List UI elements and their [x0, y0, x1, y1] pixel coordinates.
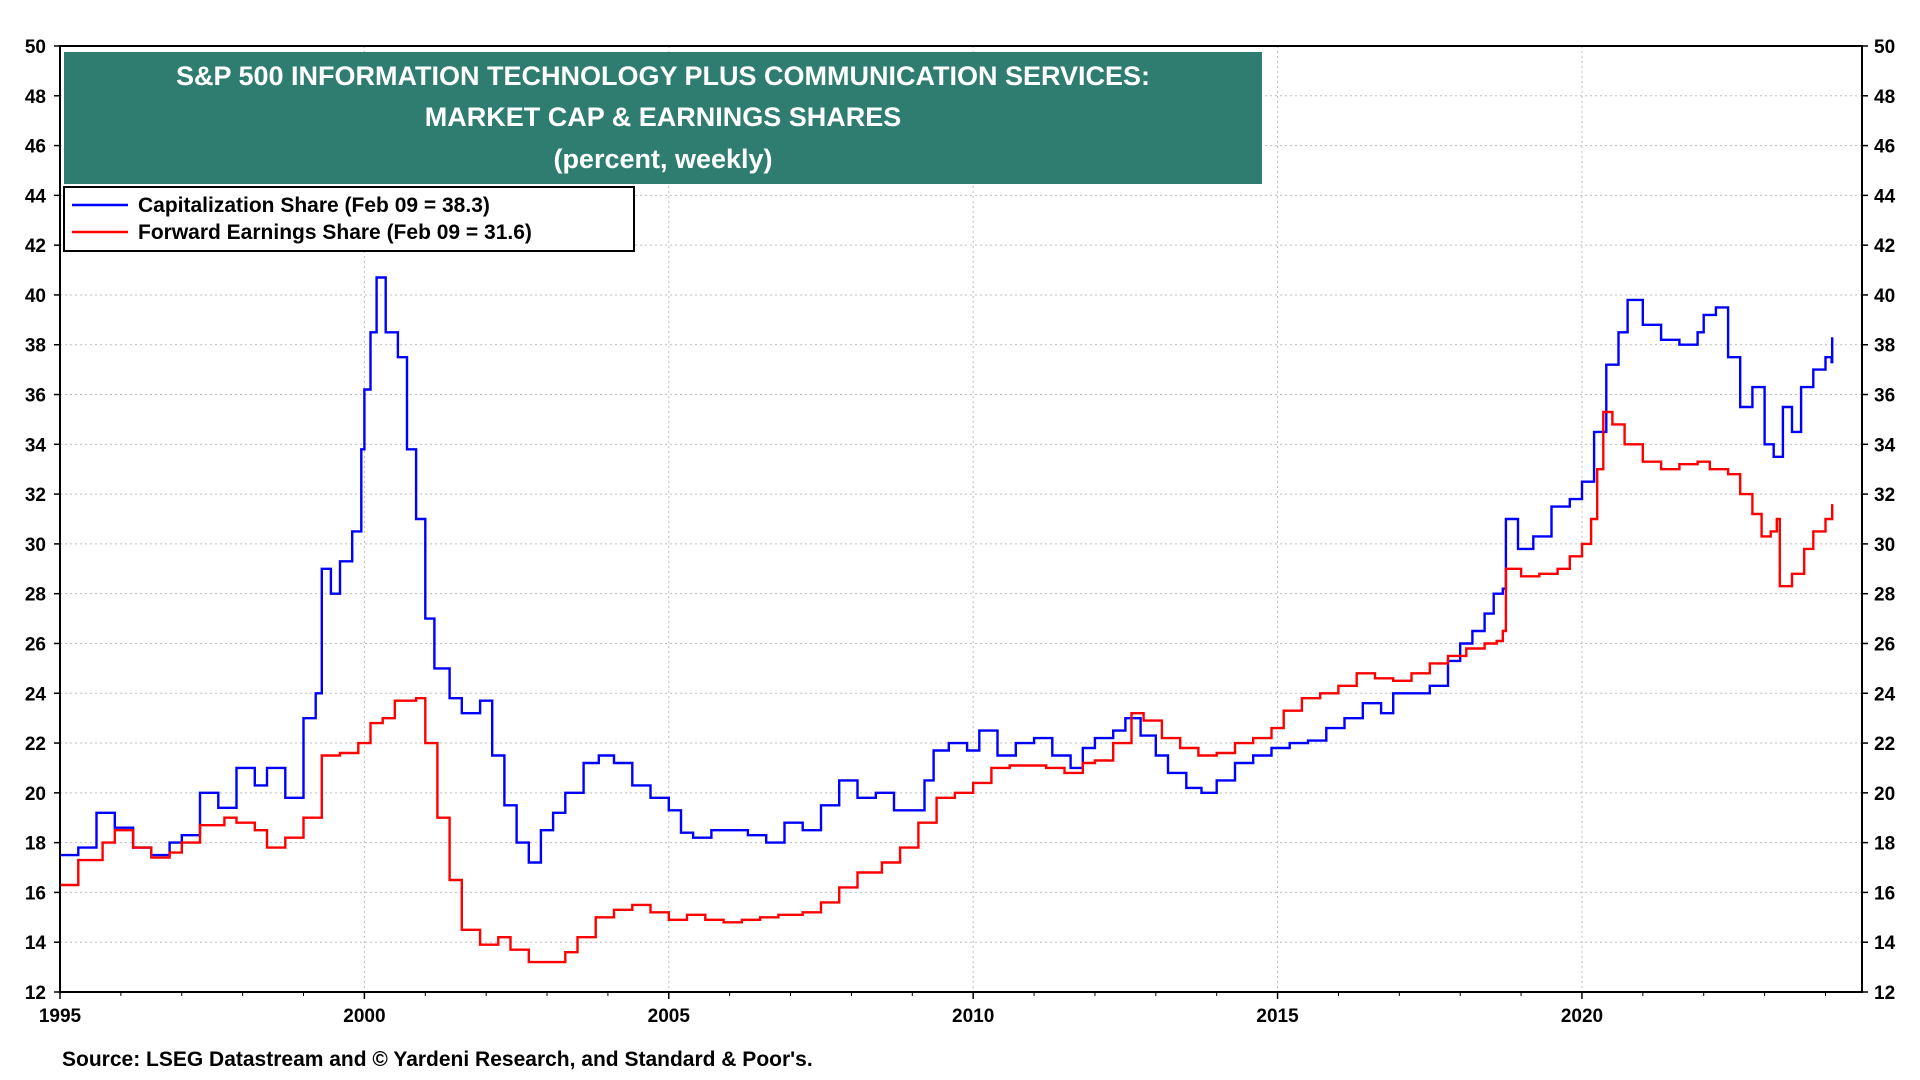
- y-tick-label-left: 28: [25, 585, 46, 606]
- y-tick-label-left: 38: [25, 336, 46, 357]
- y-tick-label-right: 24: [1874, 684, 1896, 705]
- y-tick-label-right: 36: [1874, 386, 1895, 407]
- y-tick-label-left: 20: [25, 784, 46, 805]
- y-tick-label-left: 24: [25, 684, 47, 705]
- y-tick-label-right: 20: [1874, 784, 1895, 805]
- y-tick-label-left: 32: [25, 485, 46, 506]
- y-tick-label-left: 44: [25, 186, 47, 207]
- source-note: Source: LSEG Datastream and © Yardeni Re…: [62, 1048, 813, 1071]
- y-tick-label-left: 34: [25, 435, 47, 456]
- y-tick-label-left: 22: [25, 734, 46, 755]
- y-tick-label-right: 26: [1874, 634, 1895, 655]
- y-tick-label-left: 16: [25, 883, 46, 904]
- y-tick-label-left: 18: [25, 834, 46, 855]
- series-lines: [60, 276, 1834, 964]
- y-tick-label-left: 26: [25, 634, 46, 655]
- chart-subtitle: (percent, weekly): [553, 144, 772, 174]
- x-tick-label: 1995: [39, 1006, 82, 1027]
- y-tick-label-right: 40: [1874, 286, 1895, 307]
- y-tick-label-right: 42: [1874, 236, 1895, 257]
- y-tick-label-right: 34: [1874, 435, 1896, 456]
- x-tick-label: 2000: [343, 1006, 385, 1027]
- x-tick-label: 2015: [1256, 1006, 1299, 1027]
- title-box: S&P 500 INFORMATION TECHNOLOGY PLUS COMM…: [64, 52, 1262, 184]
- y-tick-label-right: 38: [1874, 336, 1895, 357]
- y-tick-label-left: 12: [25, 983, 46, 1004]
- y-tick-label-left: 30: [25, 535, 46, 556]
- x-tick-label: 2005: [648, 1006, 691, 1027]
- y-tick-label-left: 40: [25, 286, 46, 307]
- y-tick-label-right: 50: [1874, 37, 1895, 58]
- y-tick-label-right: 30: [1874, 535, 1895, 556]
- y-tick-label-right: 48: [1874, 87, 1895, 108]
- y-tick-label-left: 50: [25, 37, 46, 58]
- y-tick-label-right: 32: [1874, 485, 1895, 506]
- y-tick-label-left: 14: [25, 933, 47, 954]
- y-tick-label-left: 46: [25, 137, 46, 158]
- y-tick-label-right: 14: [1874, 933, 1896, 954]
- x-tick-label: 2010: [952, 1006, 994, 1027]
- x-tick-label: 2020: [1561, 1006, 1603, 1027]
- y-tick-label-left: 42: [25, 236, 46, 257]
- chart-title-line-1: S&P 500 INFORMATION TECHNOLOGY PLUS COMM…: [176, 61, 1150, 91]
- y-tick-label-right: 22: [1874, 734, 1895, 755]
- y-tick-label-right: 18: [1874, 834, 1895, 855]
- y-tick-label-right: 28: [1874, 585, 1895, 606]
- y-tick-label-right: 12: [1874, 983, 1895, 1004]
- legend-label-forward-earnings: Forward Earnings Share (Feb 09 = 31.6): [138, 221, 532, 244]
- series-line-forward-earnings-share: [60, 410, 1834, 964]
- chart-title-line-2: MARKET CAP & EARNINGS SHARES: [425, 102, 902, 132]
- plot-frame: [59, 45, 1863, 993]
- y-tick-label-right: 44: [1874, 186, 1896, 207]
- y-tick-label-left: 48: [25, 87, 46, 108]
- y-tick-label-left: 36: [25, 386, 46, 407]
- y-tick-label-right: 46: [1874, 137, 1895, 158]
- y-tick-label-right: 16: [1874, 883, 1895, 904]
- legend: Capitalization Share (Feb 09 = 38.3) For…: [63, 186, 635, 252]
- legend-label-capitalization: Capitalization Share (Feb 09 = 38.3): [138, 194, 490, 217]
